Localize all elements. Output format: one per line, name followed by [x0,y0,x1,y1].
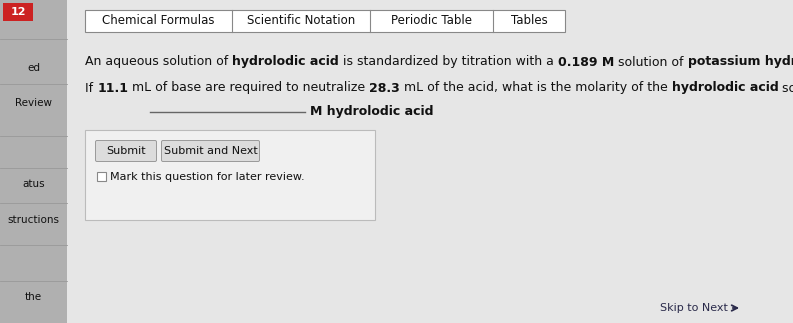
Text: solution?: solution? [779,81,793,95]
Text: solution of: solution of [614,56,688,68]
Text: ed: ed [27,63,40,73]
FancyBboxPatch shape [3,3,33,21]
Text: Periodic Table: Periodic Table [392,15,473,27]
FancyBboxPatch shape [67,0,793,323]
Text: mL of the acid, what is the molarity of the: mL of the acid, what is the molarity of … [400,81,672,95]
Text: 12: 12 [10,7,25,17]
Text: 11.1: 11.1 [97,81,128,95]
Text: potassium hydroxide: potassium hydroxide [688,56,793,68]
Text: Submit and Next: Submit and Next [163,146,258,156]
Text: Tables: Tables [511,15,547,27]
Text: mL of base are required to neutralize: mL of base are required to neutralize [128,81,370,95]
Text: Submit: Submit [106,146,146,156]
Text: is standardized by titration with a: is standardized by titration with a [339,56,557,68]
FancyBboxPatch shape [95,141,156,162]
Text: An aqueous solution of: An aqueous solution of [85,56,232,68]
Text: M hydrolodic acid: M hydrolodic acid [310,106,434,119]
Text: atus: atus [22,179,45,189]
Text: Mark this question for later review.: Mark this question for later review. [110,172,305,182]
Text: hydrolodic acid: hydrolodic acid [232,56,339,68]
Text: hydrolodic acid: hydrolodic acid [672,81,779,95]
Text: 0.189 M: 0.189 M [557,56,614,68]
FancyBboxPatch shape [0,0,67,323]
Text: Chemical Formulas: Chemical Formulas [102,15,215,27]
FancyBboxPatch shape [97,172,106,181]
Text: structions: structions [7,215,59,224]
Text: If: If [85,81,97,95]
FancyBboxPatch shape [162,141,259,162]
Text: 28.3: 28.3 [370,81,400,95]
Text: Scientific Notation: Scientific Notation [247,15,355,27]
FancyBboxPatch shape [85,130,375,220]
FancyBboxPatch shape [85,10,565,32]
Text: the: the [25,292,42,302]
Text: Review: Review [15,99,52,108]
Text: Skip to Next: Skip to Next [660,303,728,313]
